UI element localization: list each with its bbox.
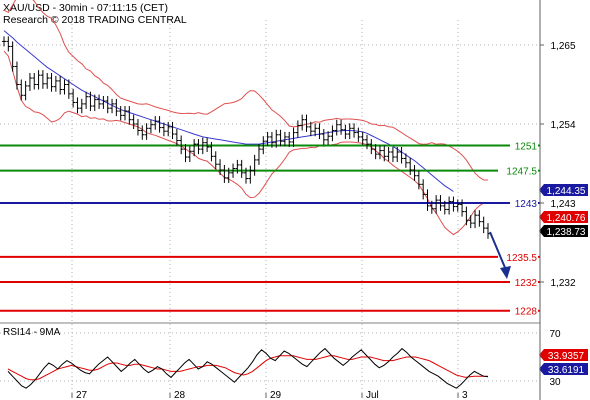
bollinger-band-layer	[3, 0, 488, 236]
badge-ma-value: 1,244.35	[547, 186, 586, 197]
level-label: 1251	[515, 142, 538, 153]
level-label-bg	[510, 198, 538, 209]
badge-last-price-bg	[539, 225, 588, 237]
level-label-bg	[510, 140, 538, 152]
x-tick-label: 29	[270, 390, 282, 400]
moving-average-line	[3, 30, 454, 192]
rsi-y-tick-label: 30	[549, 377, 561, 388]
level-label-bg	[510, 277, 538, 288]
badge-band-value: 1,240.76	[547, 213, 586, 224]
grid-layer	[0, 20, 540, 393]
badge-rsi-value-bg	[539, 363, 588, 375]
level-label: 1235.5	[506, 253, 537, 264]
badge-rsi-ma-value: 33.9357	[548, 351, 585, 362]
badge-rsi-ma-value-bg	[539, 349, 588, 361]
y-tick-label: 1,254	[550, 120, 575, 131]
level-label: 1228	[515, 307, 538, 318]
level-label-bg	[498, 165, 538, 177]
rsi-layer	[7, 347, 489, 389]
forecast-arrow-head	[500, 266, 511, 279]
y-tick-label: 1,243	[550, 199, 575, 210]
x-tick-label: 27	[76, 390, 88, 400]
bollinger-upper-line	[3, 0, 488, 181]
x-tick-label: 28	[174, 390, 186, 400]
level-label-bg	[498, 251, 538, 263]
rsi-panel-title: RSI14 - 9MA	[3, 327, 61, 338]
badge-rsi-value: 33.6191	[548, 365, 585, 376]
bollinger-lower-line	[3, 50, 488, 236]
badge-last-price: 1,238.73	[547, 227, 586, 238]
rsi-ma-line	[7, 355, 489, 381]
price-layer	[2, 36, 490, 239]
x-tick-label: Jul	[366, 390, 379, 400]
level-label: 1232	[515, 278, 538, 289]
x-tick-label: 3	[462, 390, 468, 400]
level-label: 1243	[515, 199, 538, 210]
level-label: 1247.5	[506, 167, 537, 178]
y-tick-label: 1,265	[550, 41, 575, 52]
rsi-line	[7, 347, 489, 389]
axis-layer: 1,265 1,254 1,243 1,232 70 30 27 28 29 Jul 3	[71, 41, 576, 400]
rsi-y-tick-label: 70	[549, 329, 561, 340]
badge-layer: 1,244.35 1,240.76 1,238.73 33.9357 33.6191	[539, 184, 588, 376]
forecast-arrow-shaft	[489, 231, 507, 271]
badge-band-value-bg	[539, 211, 588, 223]
level-lines-layer: 1251 1247.5 1243 1235.5 1232 1228	[0, 140, 540, 318]
badge-ma-value-bg	[539, 184, 588, 196]
y-tick-label: 1,232	[550, 278, 575, 289]
level-label-bg	[510, 305, 538, 317]
chart-header-title: XAU/USD - 30min - 07:11:15 (CET)	[3, 2, 168, 14]
